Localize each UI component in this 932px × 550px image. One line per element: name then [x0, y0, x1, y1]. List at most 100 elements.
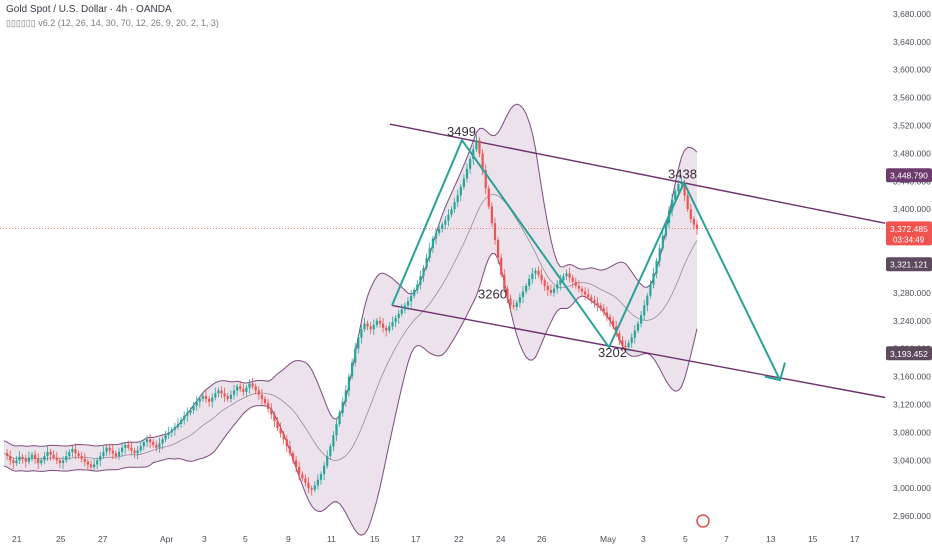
candle-body	[674, 191, 677, 200]
candle-body	[111, 450, 114, 454]
y-tick-label: 3,080.000	[893, 427, 931, 437]
x-tick-label: 3	[641, 534, 646, 544]
candle-body	[503, 274, 506, 289]
candle-body	[596, 302, 599, 306]
candle-body	[465, 168, 469, 179]
candle-body	[52, 454, 55, 458]
candle-body	[447, 214, 450, 221]
x-tick-label: Apr	[160, 534, 173, 544]
candle-body	[481, 153, 484, 171]
candle-body	[677, 184, 680, 192]
candle-body	[161, 439, 164, 444]
candle-body	[403, 305, 406, 310]
candle-body	[46, 451, 49, 457]
x-tick-label: 11	[327, 534, 336, 544]
candle-body	[357, 337, 360, 349]
candle-body	[273, 414, 276, 422]
candle-body	[450, 209, 453, 215]
candle-body	[565, 273, 568, 277]
candle-body	[472, 149, 475, 159]
candle-body	[105, 447, 108, 452]
candle-body	[568, 273, 571, 278]
candle-body	[89, 464, 93, 468]
x-tick-label: 13	[766, 534, 776, 544]
candle-body	[537, 270, 540, 275]
candle-body	[195, 401, 198, 406]
candles	[6, 134, 699, 496]
candle-body	[239, 386, 242, 390]
candle-body	[388, 326, 391, 331]
candle-body	[99, 456, 102, 461]
candle-body	[453, 202, 456, 210]
y-tick-label: 3,040.000	[893, 455, 931, 465]
candle-body	[139, 446, 142, 451]
candle-body	[497, 239, 500, 258]
candle-body	[571, 277, 574, 282]
candle-body	[248, 383, 251, 388]
candle-body	[335, 424, 338, 436]
candle-body	[664, 223, 667, 236]
candle-body	[30, 454, 34, 458]
x-tick-label: 3	[202, 534, 207, 544]
candle-body	[15, 460, 18, 464]
candle-body	[164, 435, 167, 440]
candle-body	[192, 405, 195, 411]
candle-body	[173, 426, 176, 430]
candle-body	[316, 479, 319, 486]
annotation-label: 3499	[447, 124, 476, 139]
candle-body	[338, 412, 341, 424]
price-tag-value: 3,193.452	[890, 349, 928, 359]
price-tag-countdown: 03:34:49	[893, 235, 925, 244]
candle-body	[593, 299, 596, 303]
candle-body	[43, 456, 46, 461]
candle-body	[621, 340, 624, 346]
candle-body	[382, 323, 385, 328]
candle-body	[6, 453, 9, 457]
candle-body	[9, 456, 12, 461]
x-tick-label: 22	[454, 534, 464, 544]
candle-body	[130, 447, 133, 451]
candle-body	[391, 322, 394, 327]
zigzag-line	[391, 138, 781, 381]
candle-body	[540, 274, 543, 281]
candle-body	[285, 439, 288, 447]
candle-body	[83, 458, 86, 462]
candle-body	[574, 281, 577, 286]
candle-body	[27, 457, 30, 462]
zigzag-pattern	[391, 138, 786, 382]
candle-body	[612, 320, 615, 327]
candle-body	[18, 456, 21, 461]
candle-body	[242, 389, 245, 392]
y-tick-label: 3,000.000	[893, 483, 931, 493]
candle-body	[562, 276, 565, 281]
candle-body	[689, 209, 692, 219]
candle-body	[152, 442, 155, 445]
x-tick-label: 24	[496, 534, 506, 544]
candle-body	[487, 188, 490, 207]
candle-body	[55, 457, 58, 461]
candle-body	[478, 140, 481, 154]
candle-body	[649, 284, 652, 296]
candle-body	[102, 451, 105, 457]
price-tag-value: 3,448.790	[890, 171, 928, 181]
candle-body	[528, 278, 531, 286]
candle-body	[310, 488, 313, 490]
x-tick-label: 7	[724, 534, 729, 544]
candle-body	[279, 428, 282, 434]
time-axis: 21 25 27 Apr 3 5 9 11 15 17 22 24 26 May 3 5 7 13 15 17	[12, 534, 860, 544]
candle-body	[683, 182, 686, 196]
candle-body	[400, 309, 403, 314]
x-tick-label: 25	[56, 534, 66, 544]
candle-body	[245, 387, 248, 392]
candle-body	[208, 398, 211, 402]
candle-body	[301, 474, 304, 479]
candle-body	[323, 465, 326, 475]
indicator-label: ▯▯▯▯▯▯ v6.2 (12, 26, 14, 30, 70, 12, 26,…	[6, 18, 219, 28]
candle-body	[633, 330, 636, 338]
band-fill	[4, 104, 697, 536]
candle-body	[587, 294, 590, 298]
candle-body	[546, 285, 549, 291]
candle-body	[186, 412, 189, 416]
candle-body	[236, 386, 239, 391]
